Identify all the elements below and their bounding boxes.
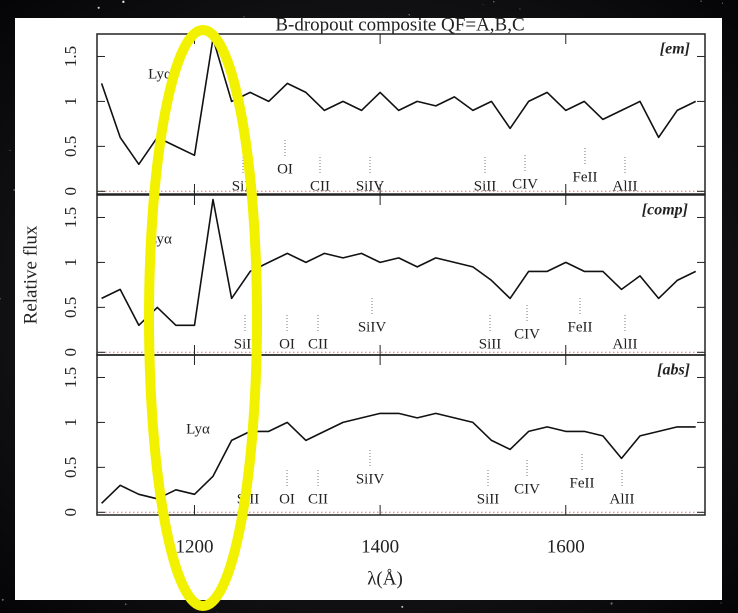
star (124, 603, 127, 605)
line-annotation: Lyα (148, 66, 172, 82)
line-annotation: SiIV (356, 178, 385, 194)
spectrum-line (101, 198, 697, 327)
panel-label: [em] (660, 41, 690, 58)
x-axis-label: λ(Å) (367, 568, 403, 589)
line-annotation: SiIV (358, 319, 387, 335)
line-annotation: CIV (514, 326, 540, 342)
x-tick-label: 1400 (361, 536, 399, 557)
star (97, 6, 100, 9)
star (482, 4, 484, 6)
star (401, 605, 404, 608)
y-tick-label: 1.5 (61, 367, 80, 388)
x-tick-label: 1200 (175, 536, 213, 557)
line-annotation: FeII (570, 475, 595, 491)
line-annotation: SiII (477, 491, 500, 507)
star (408, 14, 410, 16)
star (519, 8, 521, 10)
line-annotation: SiIV (356, 471, 385, 487)
star (720, 602, 722, 604)
y-tick-label: 1 (61, 97, 80, 106)
star (122, 0, 125, 3)
y-tick-label: 1.5 (61, 46, 80, 67)
line-annotation: SiII (474, 178, 497, 194)
panel-frame (96, 354, 706, 516)
line-annotation: AlII (613, 336, 638, 352)
line-annotation: AlII (613, 178, 638, 194)
star (1, 598, 4, 601)
line-annotation: CII (308, 336, 328, 352)
spectrum-line (100, 37, 697, 166)
star (722, 2, 723, 4)
star (0, 297, 1, 300)
star (610, 602, 613, 605)
figure-panel (15, 18, 722, 600)
line-annotation: AlII (610, 491, 635, 507)
y-tick-label: 0.5 (61, 136, 80, 157)
chart-title: B-dropout composite QF=A,B,C (275, 14, 524, 35)
x-tick-label: 1600 (547, 536, 585, 557)
panel-frame (96, 33, 706, 195)
star (700, 0, 702, 2)
star (216, 611, 218, 613)
line-annotation: OI (279, 336, 295, 352)
y-tick-label: 0 (61, 348, 80, 357)
line-annotation: CII (310, 178, 330, 194)
y-tick-label: 1 (61, 258, 80, 267)
line-annotation: FeII (568, 319, 593, 335)
line-annotation: SiII (479, 336, 502, 352)
star (13, 188, 16, 191)
line-annotation: CIV (512, 176, 538, 192)
y-tick-label: 0 (61, 508, 80, 517)
highlight-ellipse (144, 25, 262, 611)
y-tick-label: 1 (61, 418, 80, 427)
line-annotation: Lyα (186, 421, 210, 437)
y-axis-label: Relative flux (20, 225, 41, 324)
line-annotation: SiII (234, 336, 257, 352)
star (9, 149, 11, 151)
line-annotation: FeII (573, 169, 598, 185)
y-tick-label: 0.5 (61, 457, 80, 478)
panel-label: [comp] (642, 202, 688, 219)
panel-label: [abs] (657, 362, 690, 379)
y-tick-label: 0.5 (61, 297, 80, 318)
line-annotation: CII (308, 491, 328, 507)
y-tick-label: 1.5 (61, 207, 80, 228)
line-annotation: OI (279, 491, 295, 507)
star (493, 1, 495, 3)
line-annotation: OI (277, 161, 293, 177)
line-annotation: CIV (514, 481, 540, 497)
spectrum-line (101, 412, 696, 504)
star (243, 16, 245, 18)
y-tick-label: 0 (61, 187, 80, 196)
